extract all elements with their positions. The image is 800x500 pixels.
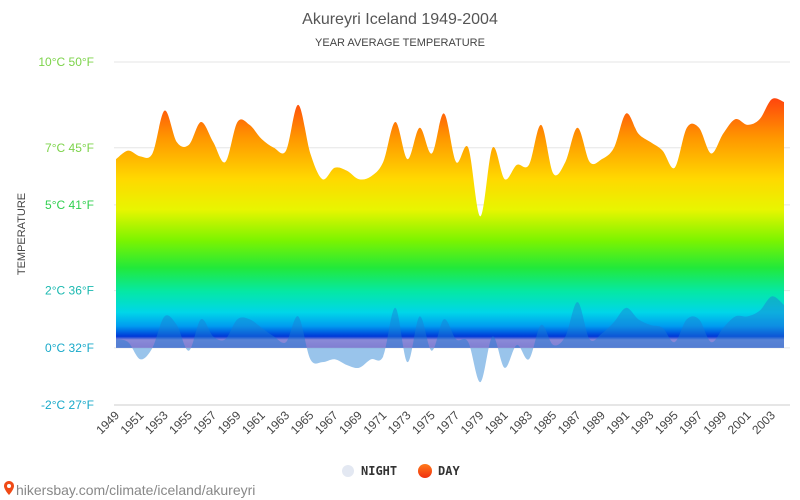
- chart-subtitle: YEAR AVERAGE TEMPERATURE: [315, 37, 485, 49]
- x-tick: 1977: [433, 408, 462, 437]
- y-tick-label: 2°C 36°F: [45, 284, 94, 298]
- x-tick: 1951: [118, 408, 147, 437]
- x-tick: 1975: [409, 408, 438, 437]
- x-tick: 1993: [628, 408, 657, 437]
- x-tick: 1989: [579, 408, 608, 437]
- x-tick-label: 1955: [166, 408, 195, 437]
- y-tick-label: 5°C 41°F: [45, 198, 94, 212]
- x-tick-label: 1979: [458, 408, 487, 437]
- x-tick-label: 1973: [385, 408, 414, 437]
- legend-item-night[interactable]: NIGHT: [342, 464, 397, 478]
- y-axis-ticks: 10°C 50°F 7°C 45°F 5°C 41°F 2°C 36°F 0°C 32°…: [38, 55, 94, 412]
- x-tick-label: 1999: [701, 408, 730, 437]
- x-tick-label: 1989: [579, 408, 608, 437]
- x-tick: 1979: [458, 408, 487, 437]
- chart-title: Akureyri Iceland 1949-2004: [302, 11, 498, 28]
- x-tick-label: 1949: [93, 408, 122, 437]
- x-tick-label: 1985: [531, 408, 560, 437]
- x-tick-label: 1967: [312, 408, 341, 437]
- x-tick-label: 1963: [263, 408, 292, 437]
- legend-item-day[interactable]: DAY: [418, 464, 460, 478]
- x-tick: 1997: [676, 408, 705, 437]
- x-tick: 1953: [142, 408, 171, 437]
- x-tick-label: 1997: [676, 408, 705, 437]
- legend: NIGHT DAY: [342, 464, 460, 478]
- x-tick-label: 1977: [433, 408, 462, 437]
- plot-area: [116, 98, 784, 383]
- x-tick-label: 1975: [409, 408, 438, 437]
- x-tick-label: 1983: [506, 408, 535, 437]
- x-tick-label: 1969: [336, 408, 365, 437]
- legend-night-label: NIGHT: [361, 464, 397, 478]
- x-tick: 1991: [603, 408, 632, 437]
- x-tick-label: 1961: [239, 408, 268, 437]
- y-tick-label: 0°C 32°F: [45, 341, 94, 355]
- x-tick-label: 1991: [603, 408, 632, 437]
- watermark-text: hikersbay.com/climate/iceland/akureyri: [16, 482, 255, 498]
- y-axis-label: TEMPERATURE: [16, 193, 28, 275]
- x-tick: 1955: [166, 408, 195, 437]
- x-tick-label: 1953: [142, 408, 171, 437]
- map-pin-icon: [4, 481, 14, 495]
- x-tick-label: 1971: [361, 408, 390, 437]
- x-tick-label: 2001: [725, 408, 754, 437]
- x-tick-label: 1959: [215, 408, 244, 437]
- legend-day-marker: [418, 464, 432, 478]
- x-tick: 1957: [190, 408, 219, 437]
- x-tick: 1999: [701, 408, 730, 437]
- x-tick: 1987: [555, 408, 584, 437]
- x-tick: 1985: [531, 408, 560, 437]
- x-tick: 1965: [288, 408, 317, 437]
- y-tick-label: -2°C 27°F: [41, 398, 94, 412]
- x-tick: 1995: [652, 408, 681, 437]
- x-tick: 1981: [482, 408, 511, 437]
- x-tick: 2001: [725, 408, 754, 437]
- x-tick-label: 1957: [190, 408, 219, 437]
- x-tick-label: 1993: [628, 408, 657, 437]
- x-tick: 1949: [93, 408, 122, 437]
- x-tick: 1967: [312, 408, 341, 437]
- x-tick-label: 1995: [652, 408, 681, 437]
- x-tick-label: 1987: [555, 408, 584, 437]
- watermark[interactable]: hikersbay.com/climate/iceland/akureyri: [4, 481, 255, 498]
- x-tick-label: 1951: [118, 408, 147, 437]
- x-tick: 1963: [263, 408, 292, 437]
- x-tick: 2003: [749, 408, 778, 437]
- x-tick: 1983: [506, 408, 535, 437]
- x-tick: 1969: [336, 408, 365, 437]
- legend-day-label: DAY: [438, 464, 460, 478]
- day-series-area: [116, 98, 784, 348]
- x-axis-ticks: 1949195119531955195719591961196319651967…: [93, 408, 778, 437]
- y-tick-label: 10°C 50°F: [38, 55, 94, 69]
- legend-night-marker: [342, 465, 354, 477]
- x-tick: 1973: [385, 408, 414, 437]
- y-tick-label: 7°C 45°F: [45, 141, 94, 155]
- x-tick: 1971: [361, 408, 390, 437]
- night-series-area: [116, 296, 784, 383]
- x-tick: 1959: [215, 408, 244, 437]
- x-tick-label: 2003: [749, 408, 778, 437]
- x-tick: 1961: [239, 408, 268, 437]
- x-tick-label: 1981: [482, 408, 511, 437]
- x-tick-label: 1965: [288, 408, 317, 437]
